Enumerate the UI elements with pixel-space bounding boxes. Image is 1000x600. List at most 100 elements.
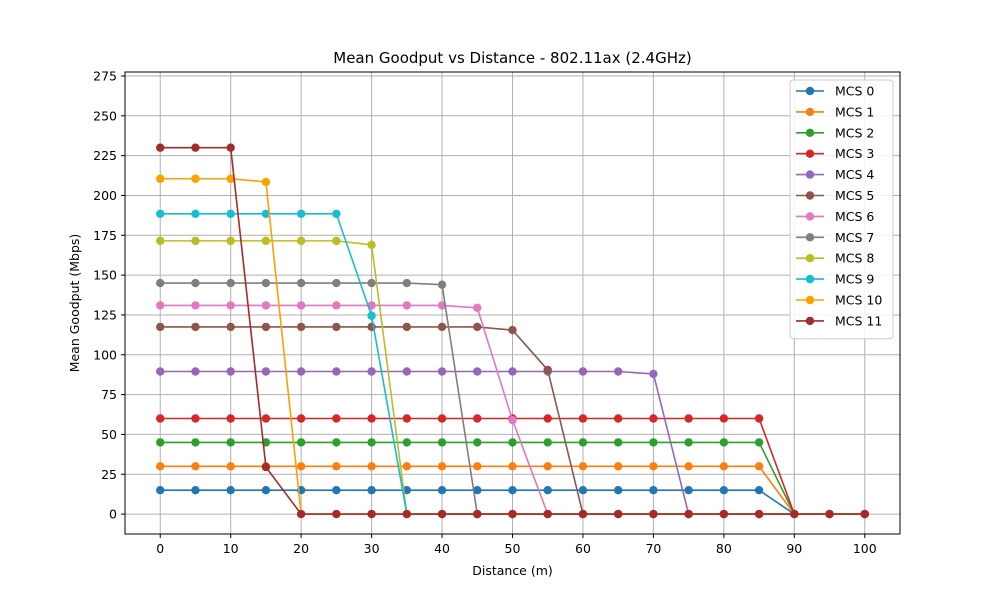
legend-item: MCS 0 <box>796 84 874 99</box>
data-point-mcs-1 <box>649 462 658 471</box>
data-point-mcs-0 <box>473 485 482 495</box>
data-point-mcs-2 <box>649 438 658 447</box>
data-point-mcs-11 <box>437 509 447 519</box>
data-point-mcs-9 <box>226 209 235 218</box>
data-point-mcs-2 <box>191 438 200 447</box>
legend-marker <box>805 191 815 200</box>
data-point-mcs-0 <box>367 485 376 495</box>
data-point-mcs-11 <box>578 509 588 519</box>
data-point-mcs-1 <box>719 462 729 471</box>
x-tick-label: 0 <box>156 541 164 556</box>
data-point-mcs-4 <box>191 367 200 376</box>
data-point-mcs-11 <box>543 509 552 519</box>
legend-item: MCS 8 <box>796 251 874 266</box>
data-point-mcs-3 <box>578 414 588 423</box>
legend-item: MCS 4 <box>796 167 874 182</box>
legend-label: MCS 11 <box>835 313 882 328</box>
y-tick-label: 275 <box>93 68 117 83</box>
legend-marker <box>805 316 815 326</box>
data-point-mcs-4 <box>613 367 623 376</box>
data-point-mcs-2 <box>296 438 306 447</box>
data-point-mcs-4 <box>367 367 376 376</box>
data-point-mcs-9 <box>156 209 165 218</box>
data-point-mcs-3 <box>261 414 271 423</box>
legend-item: MCS 5 <box>796 188 874 203</box>
data-point-mcs-11 <box>261 462 271 472</box>
data-point-mcs-1 <box>437 462 447 471</box>
y-tick-label: 50 <box>101 427 117 442</box>
legend-label: MCS 4 <box>835 167 874 182</box>
data-point-mcs-6 <box>473 303 482 312</box>
data-point-mcs-11 <box>754 509 764 519</box>
data-point-mcs-1 <box>191 462 200 471</box>
data-point-mcs-5 <box>543 365 552 375</box>
data-point-mcs-7 <box>332 278 341 288</box>
data-point-mcs-11 <box>402 509 412 519</box>
data-point-mcs-11 <box>825 509 834 519</box>
data-point-mcs-0 <box>684 485 693 495</box>
data-point-mcs-2 <box>719 438 729 447</box>
data-point-mcs-10 <box>226 174 235 183</box>
data-point-mcs-3 <box>156 414 165 423</box>
data-point-mcs-1 <box>508 462 517 471</box>
data-point-mcs-2 <box>543 438 552 447</box>
data-point-mcs-2 <box>508 438 517 447</box>
legend-label: MCS 9 <box>835 272 874 287</box>
data-point-mcs-2 <box>226 438 235 447</box>
data-point-mcs-4 <box>261 367 271 376</box>
data-point-mcs-11 <box>191 143 200 152</box>
data-point-mcs-3 <box>649 414 658 423</box>
data-point-mcs-9 <box>296 209 306 218</box>
data-point-mcs-11 <box>367 509 376 519</box>
legend-label: MCS 1 <box>835 104 874 119</box>
legend-marker <box>805 86 815 96</box>
data-point-mcs-11 <box>684 509 693 519</box>
legend-label: MCS 5 <box>835 188 874 203</box>
legend-marker <box>805 212 815 221</box>
data-point-mcs-8 <box>261 236 271 246</box>
data-point-mcs-3 <box>543 414 552 423</box>
data-point-mcs-1 <box>367 462 376 471</box>
data-point-mcs-5 <box>226 322 235 332</box>
data-point-mcs-6 <box>156 301 165 310</box>
axis-ticks: 0 10 20 30 40 50 60 70 80 90 100 0 25 50 75 100 125 150 17… <box>93 68 877 556</box>
y-tick-label: 75 <box>101 387 117 402</box>
data-point-mcs-11 <box>226 143 235 152</box>
legend-label: MCS 8 <box>835 251 874 266</box>
data-point-mcs-5 <box>156 322 165 332</box>
data-point-mcs-5 <box>261 322 271 332</box>
data-point-mcs-5 <box>402 322 412 332</box>
x-tick-label: 40 <box>434 541 450 556</box>
data-point-mcs-2 <box>684 438 693 447</box>
data-point-mcs-8 <box>156 236 165 246</box>
data-point-mcs-2 <box>578 438 588 447</box>
data-point-mcs-11 <box>719 509 729 519</box>
data-point-mcs-4 <box>296 367 306 376</box>
data-point-mcs-0 <box>332 485 341 495</box>
legend-item: MCS 11 <box>796 313 882 328</box>
y-tick-label: 200 <box>93 188 117 203</box>
legend-item: MCS 7 <box>796 230 874 245</box>
data-point-mcs-0 <box>543 485 552 495</box>
data-point-mcs-3 <box>473 414 482 423</box>
y-tick-label: 150 <box>93 268 117 283</box>
legend-marker <box>805 274 815 284</box>
data-point-mcs-11 <box>613 509 623 519</box>
data-point-mcs-0 <box>437 485 447 495</box>
data-point-mcs-0 <box>191 485 200 495</box>
data-point-mcs-8 <box>367 240 376 250</box>
chart-title: Mean Goodput vs Distance - 802.11ax (2.4… <box>333 49 691 67</box>
series-lines <box>156 143 869 519</box>
x-tick-label: 90 <box>786 541 802 556</box>
legend-item: MCS 10 <box>796 293 882 308</box>
data-point-mcs-10 <box>261 177 271 187</box>
data-point-mcs-11 <box>790 509 799 519</box>
data-point-mcs-4 <box>332 367 341 376</box>
data-point-mcs-10 <box>191 174 200 183</box>
data-point-mcs-4 <box>437 367 447 376</box>
data-point-mcs-1 <box>543 462 552 471</box>
data-point-mcs-3 <box>332 414 341 423</box>
data-point-mcs-1 <box>684 462 693 471</box>
data-point-mcs-8 <box>296 236 306 246</box>
data-point-mcs-5 <box>296 322 306 332</box>
